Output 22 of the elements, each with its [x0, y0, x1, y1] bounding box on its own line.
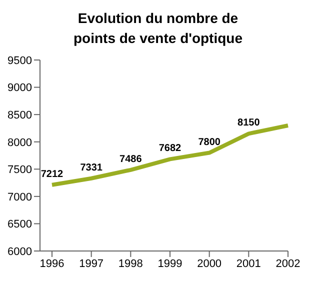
y-tick-label: 9500 [8, 54, 32, 67]
y-tick-label: 7000 [8, 191, 32, 204]
x-tick-label: 2002 [276, 258, 300, 270]
y-tick-label: 6000 [8, 246, 32, 258]
y-tick-label: 7500 [8, 164, 32, 176]
text: 8150 [238, 118, 260, 129]
x-tick-label: 1997 [79, 258, 104, 270]
y-tick-label: 8000 [8, 136, 32, 149]
chart-title: Evolution du nombre de points de vente d'optique [72, 9, 244, 48]
text: 7486 [120, 154, 142, 165]
text: 7212 [40, 168, 64, 180]
x-tick-label: 1998 [118, 258, 143, 270]
y-tick-label: 9000 [8, 82, 32, 94]
x-tick-label: 2001 [236, 258, 261, 270]
text: 7331 [80, 162, 102, 174]
y-tick-label: 8500 [8, 109, 32, 122]
x-tick-label: 2000 [197, 258, 222, 270]
y-tick-label: 6500 [8, 218, 32, 231]
text: 7800 [198, 136, 220, 148]
text: 7682 [158, 143, 182, 154]
x-tick-label: 1996 [40, 258, 64, 270]
x-tick-label: 1999 [158, 258, 182, 270]
